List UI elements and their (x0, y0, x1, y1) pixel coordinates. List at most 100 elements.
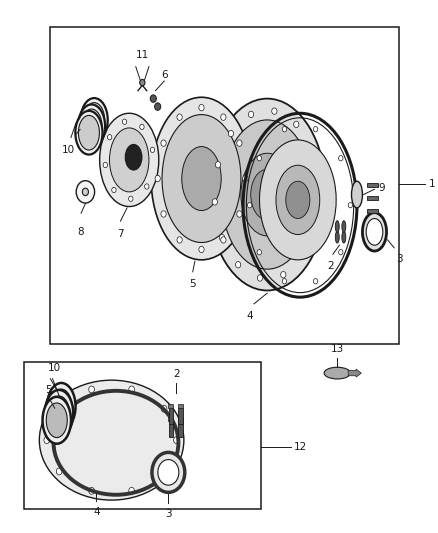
Bar (169, 422, 173, 438)
Circle shape (272, 108, 277, 114)
Circle shape (122, 119, 127, 124)
Ellipse shape (42, 397, 71, 443)
Circle shape (161, 140, 166, 146)
Ellipse shape (342, 221, 346, 232)
Circle shape (155, 175, 160, 182)
Ellipse shape (125, 144, 142, 170)
Circle shape (155, 103, 161, 110)
Circle shape (129, 386, 134, 393)
Circle shape (339, 249, 343, 255)
Ellipse shape (366, 219, 383, 245)
Ellipse shape (342, 231, 346, 243)
Ellipse shape (99, 114, 159, 207)
Circle shape (44, 437, 49, 443)
Circle shape (339, 156, 343, 161)
Circle shape (228, 131, 233, 137)
Bar (178, 417, 183, 422)
Bar (367, 209, 378, 213)
Ellipse shape (259, 140, 336, 260)
Text: 11: 11 (136, 50, 149, 60)
Ellipse shape (151, 98, 252, 260)
Text: 3: 3 (165, 508, 172, 519)
Circle shape (177, 114, 182, 120)
Ellipse shape (75, 111, 102, 155)
Ellipse shape (81, 109, 102, 143)
Text: 13: 13 (331, 344, 344, 354)
Circle shape (145, 184, 149, 189)
Circle shape (150, 147, 155, 152)
Circle shape (317, 184, 322, 190)
Circle shape (237, 140, 242, 146)
Circle shape (301, 252, 306, 259)
Circle shape (221, 237, 226, 243)
Ellipse shape (221, 120, 313, 269)
FancyArrow shape (348, 369, 361, 377)
Circle shape (199, 104, 204, 111)
Text: 5: 5 (45, 385, 51, 395)
Circle shape (177, 237, 182, 243)
Bar (169, 408, 173, 424)
Text: 4: 4 (93, 507, 99, 517)
Text: 6: 6 (161, 70, 168, 80)
Circle shape (140, 79, 145, 86)
Text: 2: 2 (327, 261, 334, 271)
Text: 5: 5 (189, 279, 196, 289)
Circle shape (112, 187, 116, 192)
Ellipse shape (47, 383, 76, 430)
Bar (50, 27, 399, 344)
Bar (367, 196, 378, 200)
Ellipse shape (276, 165, 320, 235)
Circle shape (293, 121, 299, 127)
Circle shape (173, 437, 179, 443)
Circle shape (57, 468, 62, 475)
Ellipse shape (81, 98, 108, 142)
Bar (178, 404, 183, 408)
Bar (24, 362, 261, 509)
Circle shape (258, 275, 263, 281)
Circle shape (161, 468, 167, 475)
Circle shape (219, 235, 225, 241)
Ellipse shape (241, 154, 293, 236)
Text: 3: 3 (396, 254, 403, 264)
Ellipse shape (82, 188, 88, 196)
Circle shape (129, 487, 134, 494)
Circle shape (129, 196, 133, 201)
Circle shape (236, 262, 241, 268)
Bar (178, 408, 183, 424)
Ellipse shape (84, 102, 105, 137)
Circle shape (348, 203, 353, 208)
Ellipse shape (286, 181, 310, 219)
Text: 10: 10 (61, 145, 74, 155)
Text: 1: 1 (428, 179, 435, 189)
Bar (168, 404, 173, 408)
Ellipse shape (162, 115, 241, 243)
Circle shape (57, 405, 62, 412)
Ellipse shape (78, 116, 99, 150)
Ellipse shape (78, 104, 105, 148)
Circle shape (215, 161, 221, 168)
Ellipse shape (362, 213, 387, 251)
Text: 4: 4 (246, 311, 253, 321)
Circle shape (103, 163, 107, 168)
Ellipse shape (39, 380, 184, 500)
Ellipse shape (152, 453, 185, 492)
Ellipse shape (46, 403, 67, 438)
Circle shape (107, 134, 112, 140)
Text: 8: 8 (78, 227, 85, 237)
Ellipse shape (45, 390, 73, 437)
Text: 10: 10 (48, 364, 61, 373)
Circle shape (282, 126, 286, 132)
Ellipse shape (336, 231, 339, 243)
Circle shape (89, 386, 95, 393)
Circle shape (310, 148, 315, 155)
Ellipse shape (110, 128, 149, 192)
Bar (168, 417, 173, 422)
Circle shape (161, 405, 167, 412)
Ellipse shape (51, 389, 72, 424)
Circle shape (237, 211, 242, 217)
Circle shape (257, 249, 261, 255)
Circle shape (282, 279, 286, 284)
Circle shape (314, 126, 318, 132)
Circle shape (221, 114, 226, 120)
Ellipse shape (182, 147, 221, 211)
